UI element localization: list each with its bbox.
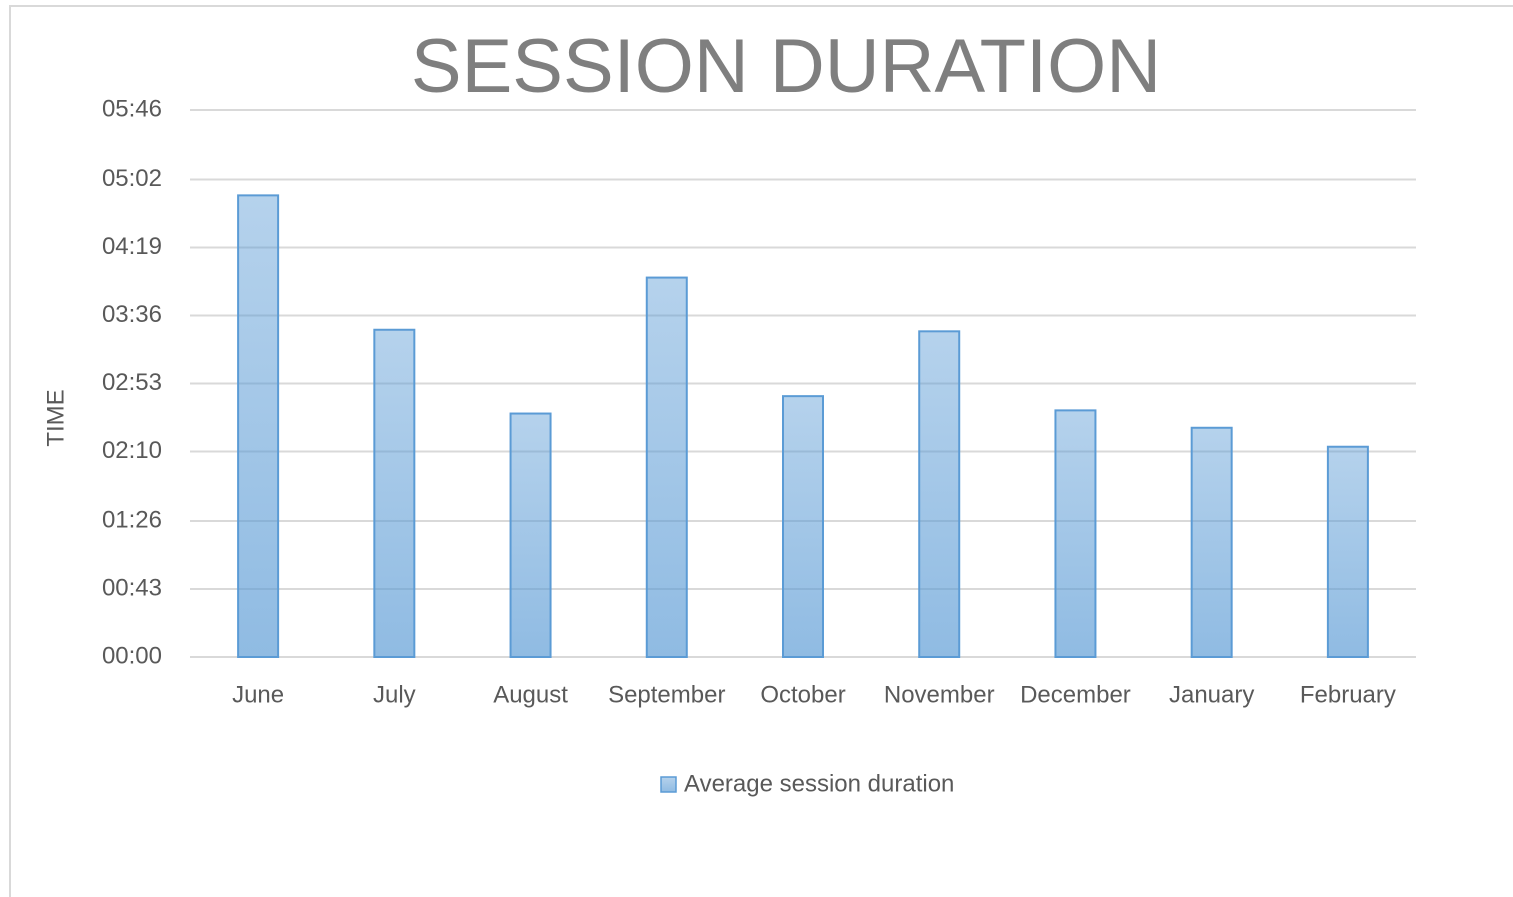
legend-label: Average session duration (684, 770, 954, 797)
y-tick-label: 01:26 (102, 506, 162, 533)
bar (645, 276, 688, 658)
y-tick-label: 05:02 (102, 165, 162, 192)
x-tick-label: September (608, 681, 725, 708)
y-tick-label: 00:00 (102, 642, 162, 669)
bar (782, 395, 824, 658)
bar (1326, 445, 1369, 658)
x-tick-label: July (373, 681, 416, 708)
y-tick-label: 00:43 (102, 574, 162, 601)
bar (237, 194, 280, 659)
y-tick-label: 03:36 (102, 301, 162, 328)
y-tick-label: 05:46 (102, 95, 162, 122)
y-tick-label: 02:53 (102, 369, 162, 396)
y-tick-label: 02:10 (102, 437, 162, 464)
x-tick-label: October (760, 681, 845, 708)
bar (373, 328, 416, 658)
bar (1054, 409, 1097, 659)
bar (509, 412, 552, 658)
bar (918, 330, 961, 658)
x-tick-label: February (1300, 681, 1396, 708)
x-tick-label: January (1169, 681, 1254, 708)
legend-swatch (660, 776, 677, 793)
x-tick-label: November (884, 681, 995, 708)
x-tick-label: June (232, 681, 284, 708)
bar (1190, 426, 1233, 658)
x-tick-label: August (493, 681, 568, 708)
y-tick-label: 04:19 (102, 233, 162, 260)
x-tick-label: December (1020, 681, 1131, 708)
chart-title: SESSION DURATION (411, 24, 1161, 109)
y-axis-label: TIME (42, 389, 69, 446)
